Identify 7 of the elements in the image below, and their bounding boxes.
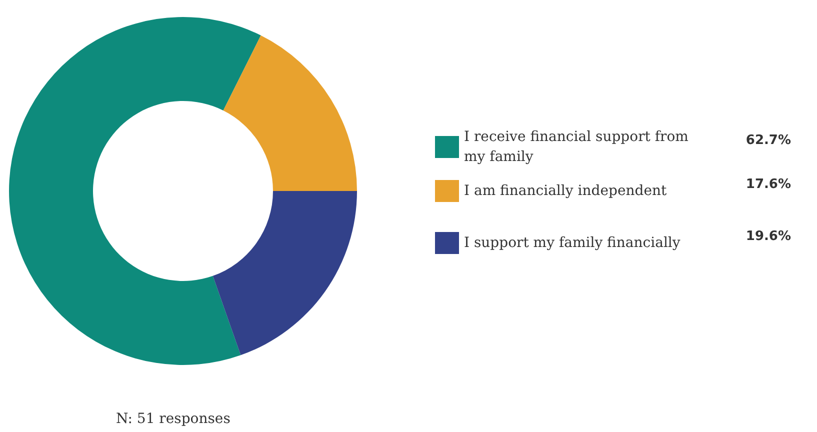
text: N: 51 responses <box>116 411 230 427</box>
legend-label: I am financially independent <box>464 183 668 199</box>
legend-label: I support my family financially <box>464 235 680 251</box>
legend-label: I receive financial support from my family <box>464 129 693 165</box>
data-label: 17.6% <box>746 177 792 192</box>
data-label: 62.7% <box>746 133 792 148</box>
data-label: 19.6% <box>746 229 792 244</box>
